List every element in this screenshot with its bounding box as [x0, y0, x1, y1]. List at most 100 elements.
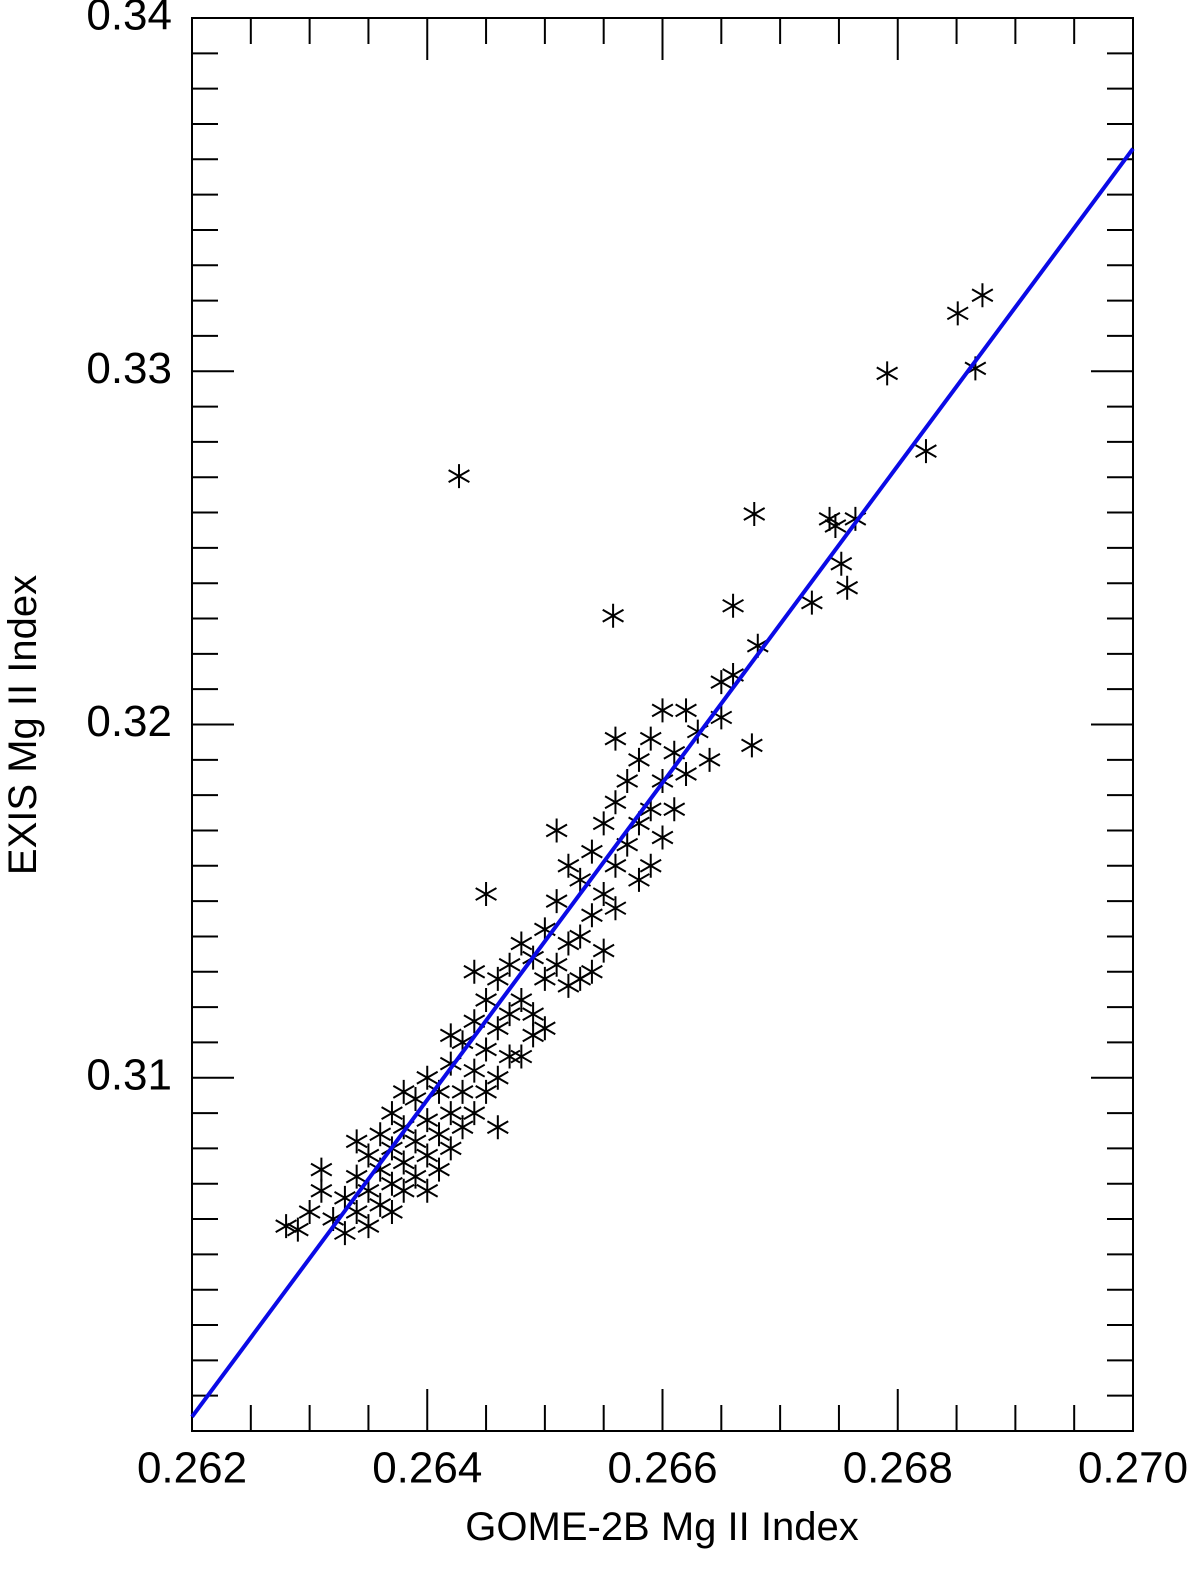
scatter-point — [651, 825, 674, 850]
scatter-point — [486, 1115, 509, 1140]
scatter-point — [381, 1101, 403, 1126]
scatter-point — [310, 1178, 333, 1203]
scatter-point — [486, 966, 509, 991]
scatter-point — [522, 1023, 545, 1048]
scatter-point — [616, 769, 639, 794]
x-axis-title: GOME-2B Mg II Index — [465, 1505, 858, 1549]
scatter-point — [369, 1192, 392, 1217]
scatter-point — [569, 867, 592, 892]
scatter-point — [451, 1115, 474, 1140]
scatter-point — [616, 832, 639, 857]
scatter-point — [381, 1171, 403, 1196]
scatter-point — [639, 726, 662, 751]
x-tick-label: 0.262 — [137, 1444, 247, 1493]
scatter-point — [275, 1214, 297, 1239]
scatter-point — [428, 1122, 450, 1147]
scatter-point — [404, 1164, 427, 1189]
scatter-point — [392, 1150, 415, 1175]
scatter-point — [463, 1058, 486, 1083]
scatter-point — [824, 513, 847, 538]
scatter-point — [439, 1101, 462, 1126]
scatter-point — [439, 1136, 462, 1161]
scatter-point — [486, 1016, 509, 1041]
scatter-point — [663, 797, 686, 822]
scatter-point — [592, 882, 615, 907]
scatter-point — [369, 1122, 392, 1147]
scatter-point — [628, 867, 650, 892]
scatter-point — [830, 551, 853, 576]
scatter-point — [498, 952, 521, 977]
scatter-point — [604, 790, 627, 815]
scatter-point — [545, 952, 568, 977]
scatter-point — [557, 853, 580, 878]
scatter-point — [876, 361, 899, 386]
scatter-point — [345, 1129, 368, 1154]
scatter-point — [557, 973, 580, 998]
scatter-point — [334, 1221, 356, 1246]
scatter-point — [404, 1129, 427, 1154]
scatter-point — [581, 959, 603, 984]
x-tick-label: 0.270 — [1078, 1444, 1188, 1493]
y-tick-label: 0.31 — [86, 1050, 172, 1099]
x-tick-label: 0.268 — [843, 1444, 953, 1493]
scatter-point — [428, 1157, 450, 1182]
scatter-point — [463, 959, 486, 984]
scatter-point — [416, 1143, 439, 1168]
scatter-point — [604, 896, 627, 921]
scatter-point — [463, 1101, 486, 1126]
scatter-point — [569, 924, 592, 949]
scatter-point — [592, 938, 615, 963]
scatter-point — [475, 1037, 497, 1062]
scatter-point — [310, 1157, 333, 1182]
scatter-point — [498, 1002, 521, 1027]
scatter-point — [298, 1199, 321, 1224]
scatter-point — [357, 1143, 380, 1168]
scatter-point — [286, 1217, 309, 1242]
scatter-point — [639, 853, 662, 878]
scatter-point — [345, 1199, 368, 1224]
scatter-point — [592, 811, 615, 836]
scatter-point — [581, 839, 603, 864]
fit-line — [190, 147, 1135, 1419]
scatter-point — [602, 603, 624, 628]
scatter-point — [722, 593, 744, 618]
scatter-point — [392, 1079, 415, 1104]
scatter-point — [381, 1199, 403, 1224]
y-tick-label: 0.34 — [86, 0, 172, 40]
scatter-point — [416, 1108, 439, 1133]
scatter-point — [522, 1002, 545, 1027]
scatter-point — [818, 506, 841, 531]
scatter-point — [439, 1023, 462, 1048]
scatter-point — [604, 726, 627, 751]
scatter-point — [800, 590, 823, 615]
scatter-point — [533, 966, 556, 991]
scatter-point — [451, 1079, 474, 1104]
scatter-point — [510, 988, 533, 1013]
scatter-point — [971, 283, 994, 308]
scatter-point — [675, 761, 697, 786]
scatter-point — [498, 1044, 521, 1069]
scatter-point — [345, 1164, 368, 1189]
scatter-point — [628, 747, 650, 772]
scatter-point — [557, 931, 580, 956]
scatter-point — [545, 818, 568, 843]
scatter-point — [836, 575, 859, 600]
scatter-point — [663, 740, 686, 765]
scatter-point — [710, 705, 733, 730]
scatter-point — [741, 733, 763, 758]
scatter-point — [486, 1065, 509, 1090]
y-tick-label: 0.32 — [86, 697, 172, 746]
scatter-point — [475, 882, 497, 907]
scatter-point — [416, 1065, 439, 1090]
x-tick-label: 0.264 — [372, 1444, 482, 1493]
scatter-point — [392, 1178, 415, 1203]
scatter-point — [510, 931, 533, 956]
scatter-point — [581, 903, 603, 928]
scatter-point — [533, 1016, 556, 1041]
scatter-point — [510, 1044, 533, 1069]
scatter-point — [545, 889, 568, 914]
scatter-point — [604, 853, 627, 878]
scatter-point — [475, 1079, 497, 1104]
